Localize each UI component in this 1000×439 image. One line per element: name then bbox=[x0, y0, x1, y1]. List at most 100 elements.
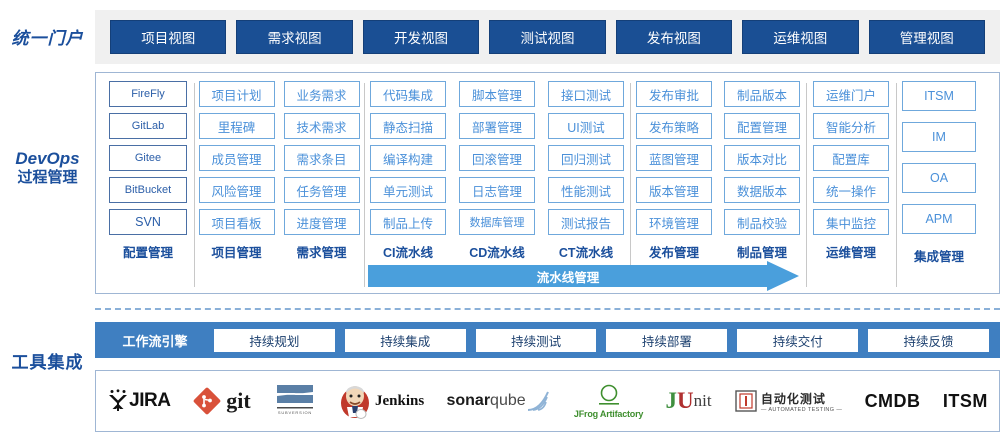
devops-column-title: 配置管理 bbox=[122, 246, 173, 260]
devops-cell[interactable]: 部署管理 bbox=[459, 113, 535, 139]
devops-column-title: CI流水线 bbox=[382, 246, 433, 260]
devops-cell[interactable]: 配置库 bbox=[813, 145, 889, 171]
portal-view-button-2[interactable]: 需求视图 bbox=[236, 20, 353, 54]
devops-cell[interactable]: OA bbox=[902, 163, 976, 193]
itsm-wordmark: ITSM bbox=[942, 390, 988, 411]
devops-cell[interactable]: 代码集成 bbox=[370, 81, 446, 107]
devops-cell[interactable]: 接口测试 bbox=[548, 81, 624, 107]
portal-view-button-7[interactable]: 管理视图 bbox=[868, 20, 985, 54]
devops-cell[interactable]: APM bbox=[902, 204, 976, 234]
section-divider bbox=[95, 308, 1000, 310]
devops-cell[interactable]: 统一操作 bbox=[813, 177, 889, 203]
sonarqube-wordmark-light: qube bbox=[490, 392, 526, 409]
sonarqube-logo: sonar qube bbox=[446, 378, 551, 424]
devops-cell[interactable]: 脚本管理 bbox=[459, 81, 535, 107]
devops-cell[interactable]: 回归测试 bbox=[548, 145, 624, 171]
devops-cell[interactable]: 运维门户 bbox=[813, 81, 889, 107]
devops-column-8: 制品版本配置管理版本对比数据版本制品校验制品管理 bbox=[718, 81, 806, 293]
devops-column-title: CT流水线 bbox=[558, 246, 614, 260]
devops-cell[interactable]: 配置管理 bbox=[724, 113, 800, 139]
workflow-stage-6[interactable]: 持续反馈 bbox=[868, 328, 989, 352]
devops-column-9: 运维门户智能分析配置库统一操作集中监控运维管理 bbox=[806, 81, 896, 293]
junit-wordmark-nit: nit bbox=[693, 391, 712, 410]
devops-cell[interactable]: ITSM bbox=[902, 81, 976, 111]
jfrog-wordmark: JFrog Artifactory bbox=[573, 409, 644, 419]
workflow-stage-1[interactable]: 持续规划 bbox=[214, 328, 335, 352]
jira-icon bbox=[109, 389, 128, 411]
devops-cell[interactable]: 性能测试 bbox=[548, 177, 624, 203]
git-logo: git bbox=[193, 378, 251, 424]
devops-cell[interactable]: 发布审批 bbox=[636, 81, 712, 107]
devops-cell[interactable]: UI测试 bbox=[548, 113, 624, 139]
devops-column-title: 运维管理 bbox=[825, 246, 876, 260]
devops-cell[interactable]: 风险管理 bbox=[198, 177, 275, 203]
portal-view-button-6[interactable]: 运维视图 bbox=[742, 20, 859, 54]
git-wordmark: git bbox=[220, 388, 251, 413]
devops-column-title: CD流水线 bbox=[469, 246, 525, 260]
subversion-logo: SUBVERSION bbox=[273, 378, 317, 424]
automated-testing-wordmark-cn: 自动化测试 bbox=[760, 391, 826, 406]
portal-view-button-5[interactable]: 发布视图 bbox=[615, 20, 733, 54]
subversion-icon: SUBVERSION bbox=[276, 385, 313, 415]
devops-column-3: 业务需求技术需求需求条目任务管理进度管理需求管理 bbox=[279, 81, 364, 293]
portal-view-button-1[interactable]: 项目视图 bbox=[110, 20, 227, 54]
devops-cell[interactable]: GitLab bbox=[109, 113, 187, 139]
devops-cell[interactable]: 编译构建 bbox=[370, 145, 446, 171]
workflow-stage-3[interactable]: 持续测试 bbox=[475, 328, 597, 352]
devops-column-5: 脚本管理部署管理回滚管理日志管理数据库管理 CD流水线 bbox=[452, 81, 542, 293]
devops-column-2: 项目计划 里程碑 成员管理 风险管理 项目看板 项目管理 bbox=[194, 81, 279, 293]
devops-cell[interactable]: Gitee bbox=[109, 145, 187, 171]
devops-cell[interactable]: 数据库管理 bbox=[459, 209, 535, 235]
devops-column-title: 集成管理 bbox=[913, 250, 964, 264]
devops-cell[interactable]: 需求条目 bbox=[283, 145, 360, 171]
workflow-stage-2[interactable]: 持续集成 bbox=[344, 328, 466, 352]
portal-view-button-4[interactable]: 测试视图 bbox=[489, 20, 606, 54]
devops-cell[interactable]: 版本管理 bbox=[636, 177, 712, 203]
devops-column-7: 发布审批 发布策略 蓝图管理 版本管理 环境管理 发布管理 bbox=[630, 81, 718, 293]
itsm-logo: ITSM bbox=[943, 378, 988, 424]
workflow-stage-4[interactable]: 持续部署 bbox=[606, 328, 728, 352]
automated-testing-wordmark-en: — AUTOMATED TESTING — bbox=[760, 406, 843, 413]
devops-cell[interactable]: 发布策略 bbox=[636, 113, 712, 139]
devops-cell[interactable]: 数据版本 bbox=[724, 177, 800, 203]
pipeline-arrow: 流水线管理 bbox=[368, 261, 818, 291]
devops-cell[interactable]: 集中监控 bbox=[813, 209, 889, 235]
devops-cell[interactable]: 制品校验 bbox=[724, 209, 800, 235]
devops-cell[interactable]: 静态扫描 bbox=[370, 113, 446, 139]
devops-process-panel: FireFly GitLab Gitee BitBucket SVN 配置管理 项目计划里程… bbox=[95, 72, 1000, 294]
portal-view-button-3[interactable]: 开发视图 bbox=[362, 20, 480, 54]
devops-column-title: 制品管理 bbox=[736, 246, 787, 260]
devops-cell[interactable]: 回滚管理 bbox=[459, 145, 535, 171]
devops-cell[interactable]: 日志管理 bbox=[459, 177, 535, 203]
pipeline-arrow-head-icon bbox=[767, 261, 799, 291]
devops-cell[interactable]: 业务需求 bbox=[283, 81, 360, 107]
pipeline-arrow-label: 流水线管理 bbox=[536, 270, 600, 285]
devops-cell[interactable]: 环境管理 bbox=[636, 209, 712, 235]
workflow-engine-label: 工作流引擎 bbox=[122, 333, 188, 349]
devops-cell[interactable]: 单元测试 bbox=[370, 177, 446, 203]
devops-cell[interactable]: 智能分析 bbox=[813, 113, 889, 139]
devops-cell[interactable]: 进度管理 bbox=[283, 209, 360, 235]
svg-text:SUBVERSION: SUBVERSION bbox=[278, 410, 312, 415]
devops-column-title: 需求管理 bbox=[296, 246, 347, 260]
devops-cell[interactable]: 版本对比 bbox=[724, 145, 800, 171]
devops-cell[interactable]: 项目看板 bbox=[198, 209, 275, 235]
devops-cell[interactable]: 制品版本 bbox=[724, 81, 800, 107]
devops-cell[interactable]: 里程碑 bbox=[198, 113, 275, 139]
devops-cell[interactable]: SVN bbox=[109, 209, 187, 235]
devops-cell[interactable]: FireFly bbox=[109, 81, 187, 107]
devops-cell[interactable]: BitBucket bbox=[109, 177, 187, 203]
workflow-stage-5[interactable]: 持续交付 bbox=[737, 328, 859, 352]
devops-cell[interactable]: IM bbox=[902, 122, 976, 152]
devops-cell[interactable]: 技术需求 bbox=[283, 113, 360, 139]
devops-cell[interactable]: 任务管理 bbox=[283, 177, 360, 203]
jenkins-logo: Jenkins bbox=[339, 378, 424, 424]
devops-cell[interactable]: 测试报告 bbox=[548, 209, 624, 235]
cmdb-logo: CMDB bbox=[865, 378, 921, 424]
devops-cell[interactable]: 项目计划 bbox=[198, 81, 275, 107]
devops-cell[interactable]: 制品上传 bbox=[370, 209, 446, 235]
jira-wordmark: JIRA bbox=[129, 390, 171, 411]
devops-cell[interactable]: 成员管理 bbox=[198, 145, 275, 171]
devops-cell[interactable]: 蓝图管理 bbox=[636, 145, 712, 171]
